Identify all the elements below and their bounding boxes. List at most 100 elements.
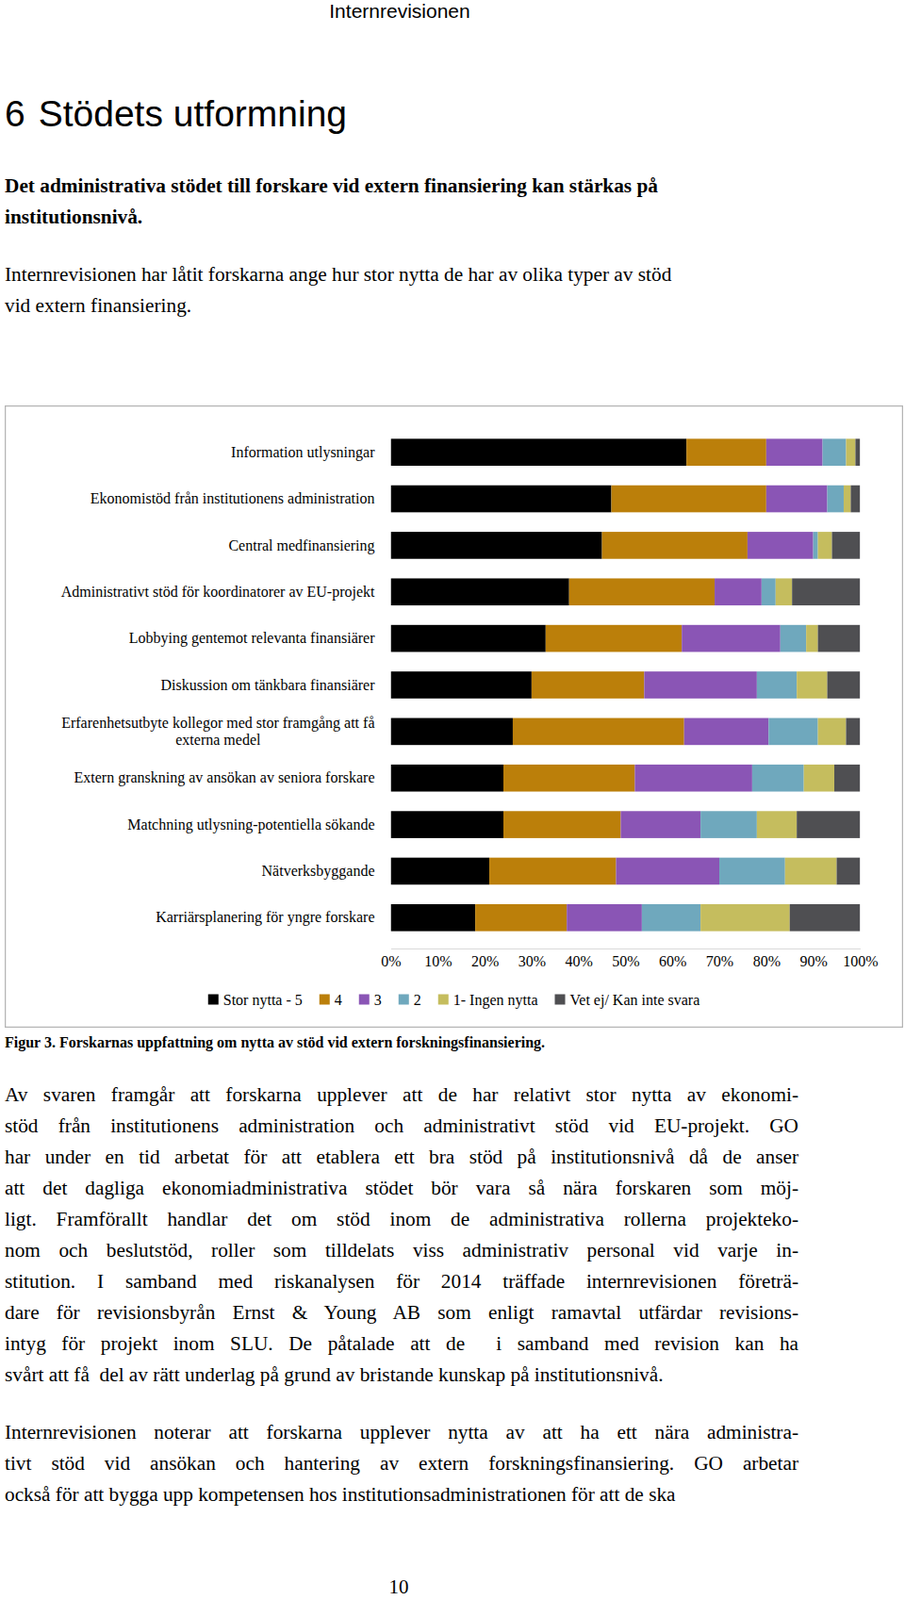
category-label: Nätverksbyggande (262, 862, 376, 880)
legend-item: 3 (359, 991, 382, 1008)
bar-segment (391, 718, 513, 746)
bar-segment (789, 904, 861, 932)
y-tick: Lobbying gentemot relevanta finansiärer (129, 629, 392, 647)
category-label: Diskussion om tänkbara finansiärer (160, 676, 376, 693)
bar-segment (780, 625, 807, 653)
text-line: Internrevisionen har låtit forskarna ang… (4, 259, 799, 291)
y-tick: Ekonomistöd från institutionens administ… (90, 490, 392, 507)
bar-series (789, 438, 861, 931)
x-tick: 90% (799, 948, 827, 970)
x-tick-label: 20% (471, 953, 499, 970)
category-label: Administrativt stöd för koordinatorer av… (61, 583, 376, 601)
bar-segment (391, 904, 477, 932)
legend-swatch (555, 994, 566, 1005)
x-tick: 60% (658, 948, 687, 970)
category-label: Erfarenhetsutbyte kollegor med stor fram… (61, 714, 375, 748)
y-tick: Nätverksbyggande (262, 862, 392, 880)
page-number: 10 (0, 1575, 798, 1598)
bar-segment (843, 485, 851, 513)
legend-label: Stor nytta - 5 (223, 991, 303, 1009)
bar-segment (818, 718, 847, 746)
bar-segment (845, 718, 860, 746)
bar-segment (818, 625, 861, 653)
y-tick: Extern granskning av ansökan av seniora … (74, 769, 392, 787)
bar-segment (620, 810, 701, 839)
bar-segment (766, 438, 823, 466)
legend-swatch (398, 994, 410, 1005)
bar-segment (634, 764, 752, 792)
x-axis-line (391, 948, 861, 950)
section-title: Stödets utformning (38, 93, 347, 134)
bar-segment (391, 485, 612, 513)
bar-segment (512, 718, 685, 746)
bar-segment (791, 577, 860, 606)
category-label: Ekonomistöd från institutionens administ… (90, 490, 376, 507)
bar-segment (566, 904, 642, 932)
y-tick: Karriärsplanering för yngre forskare (155, 908, 391, 926)
x-tick-label: 90% (799, 953, 827, 970)
legend-item: 1- Ingen nytta (438, 991, 539, 1009)
bar-segment (531, 671, 644, 699)
bar-segment (822, 438, 847, 466)
bar-segment (391, 438, 688, 466)
bar-segment (615, 857, 720, 886)
legend-item: 2 (398, 991, 422, 1008)
bar-segment (837, 857, 861, 886)
text-line: intyg för projekt inom SLU. De påtalade … (4, 1328, 799, 1360)
x-tick-label: 30% (518, 953, 546, 970)
bar-series (475, 438, 767, 931)
bar-segment (391, 625, 546, 653)
x-tick-label: 60% (658, 953, 687, 970)
bar-segment (686, 438, 767, 466)
x-tick: 70% (706, 948, 734, 970)
text-line: svårt att få del av rätt underlag på gru… (4, 1359, 799, 1391)
bar-segment (752, 764, 805, 792)
bar-segment (391, 577, 570, 606)
bar-segment (813, 531, 819, 560)
x-tick-label: 100% (842, 953, 878, 970)
y-tick: Erfarenhetsutbyte kollegor med stor fram… (61, 714, 391, 748)
bar-segment (700, 810, 757, 839)
bar-segment (611, 485, 767, 513)
bar-segment (602, 531, 748, 560)
x-tick: 0% (380, 948, 401, 970)
category-label: Information utlysningar (230, 444, 376, 461)
x-tick: 80% (753, 948, 781, 970)
y-axis: Information utlysningar Ekonomistöd från … (61, 444, 392, 927)
x-tick-label: 70% (706, 953, 734, 970)
x-tick-label: 0% (380, 953, 401, 970)
bar-segment (761, 577, 776, 606)
bar-segment (796, 810, 860, 839)
bar-segment (684, 718, 770, 746)
x-axis: 0%10%20%30%40%50%60%70%80%90%100% (380, 948, 878, 970)
bar-segment (503, 810, 621, 839)
text-line: ligt. Framförallt handlar det om stöd in… (4, 1203, 799, 1235)
y-tick: Administrativt stöd för koordinatorer av… (61, 583, 392, 601)
bar-series (566, 438, 827, 931)
bar-segment (643, 671, 757, 699)
bar-segment (818, 531, 833, 560)
x-tick: 20% (471, 948, 499, 970)
bar-segment (391, 531, 603, 560)
legend-swatch (208, 994, 219, 1005)
x-tick-label: 80% (753, 953, 781, 970)
plot-area (391, 438, 861, 931)
bar-segment (827, 671, 861, 699)
bar-segment (827, 485, 844, 513)
bar-segment (756, 671, 797, 699)
category-label: Extern granskning av ansökan av seniora … (74, 769, 376, 787)
bar-segment (503, 764, 635, 792)
text-line: dare för revisionsbyrån Ernst & Young AB… (4, 1297, 799, 1329)
x-tick-label: 10% (424, 953, 452, 970)
bar-segment (855, 438, 860, 466)
text-line: stitution. I samband med riskanalysen fö… (4, 1266, 799, 1298)
x-tick: 100% (842, 948, 878, 970)
bar-segment (766, 485, 828, 513)
bar-segment (489, 857, 616, 886)
bar-segment (775, 577, 792, 606)
bar-segment (804, 764, 835, 792)
text-line: Internrevisionen noterar att forskarna u… (4, 1416, 799, 1448)
bar-segment (768, 718, 818, 746)
bar-segment (834, 764, 860, 792)
chart: 0%10%20%30%40%50%60%70%80%90%100%Informa… (4, 405, 904, 1028)
